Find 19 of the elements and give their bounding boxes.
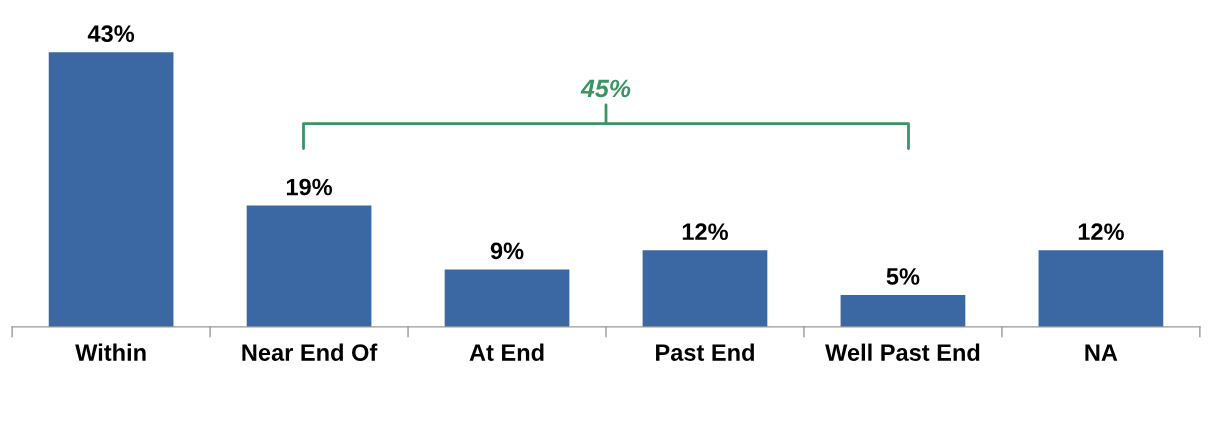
bar (840, 294, 966, 327)
bar (1038, 250, 1164, 327)
data-label: 5% (886, 268, 920, 285)
data-label: 9% (490, 242, 524, 260)
bar (444, 269, 570, 327)
x-tick-label: At End (469, 343, 544, 361)
x-tick-label: Past End (656, 343, 754, 361)
bar (642, 250, 768, 327)
x-tick-label: Near End Of (242, 343, 378, 361)
x-tick-label: Well Past End (825, 343, 980, 361)
x-tick-label: NA (1085, 344, 1118, 361)
bar (48, 52, 174, 327)
data-label: 12% (682, 223, 728, 241)
x-tick-label: Within (75, 343, 146, 361)
data-label: 19% (286, 178, 333, 196)
data-label: 12% (1078, 223, 1124, 241)
data-label: 43% (87, 25, 135, 43)
bar (246, 205, 372, 327)
annotation: 45% (580, 79, 631, 98)
